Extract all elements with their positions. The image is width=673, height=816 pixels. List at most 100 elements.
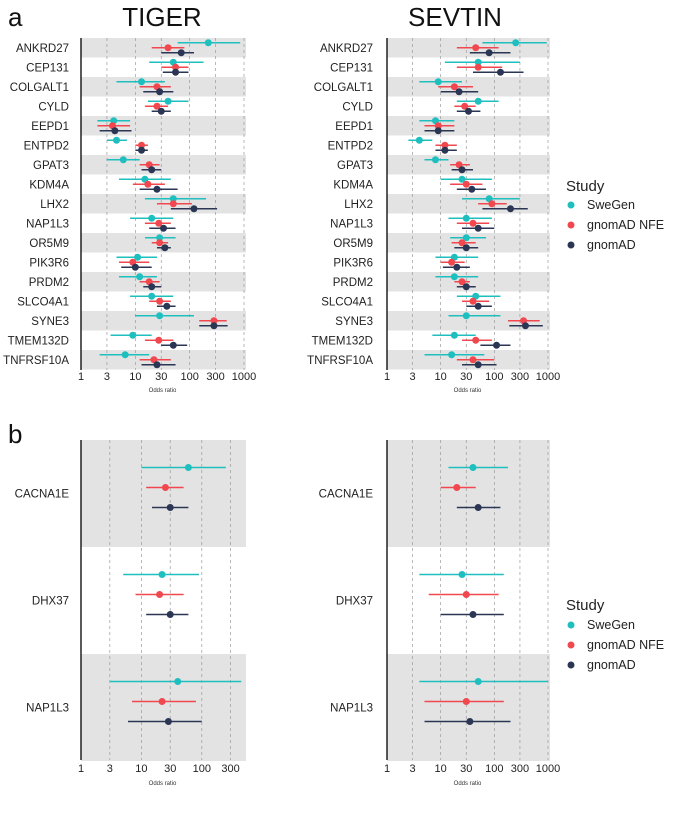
- point-gnomad-cyld: [157, 107, 165, 115]
- row-stripe-nap1l3: [81, 654, 246, 761]
- x-tick-label-30: 30: [460, 763, 472, 775]
- category-label-gpat3: GPAT3: [33, 160, 69, 172]
- legend-swatch-gnomad-nfe: [567, 221, 575, 229]
- forest-panel-2: 1 3 10 30 100 300 1000 Odds ratio SEVTIN ANKRD27 C…: [307, 2, 560, 394]
- panel-title-tiger: TIGER: [122, 2, 201, 32]
- point-gnomad-nfe-slco4a1: [469, 297, 477, 305]
- point-swegen-slco4a1: [148, 292, 156, 300]
- point-gnomad-prdm2: [462, 283, 470, 291]
- category-label-cep131: CEP131: [26, 62, 69, 74]
- point-gnomad-nfe-entpd2: [441, 141, 449, 149]
- point-gnomad-nfe-entpd2: [138, 141, 146, 149]
- category-label-dhx37: DHX37: [32, 596, 69, 608]
- point-gnomad-tnfrsf10a: [153, 361, 161, 369]
- category-label-ankrd27: ANKRD27: [16, 43, 69, 55]
- row-stripe-lhx2: [387, 194, 550, 214]
- point-swegen-nap1l3: [462, 214, 470, 222]
- forest-panel-1: 1 3 10 30 100 300 1000 Odds ratio TIGER a ANKRD27 C…: [3, 2, 256, 394]
- point-gnomad-nfe-cacna1e: [161, 484, 169, 491]
- category-label-tnfrsf10a: TNFRSF10A: [307, 355, 373, 367]
- point-gnomad-nfe-dhx37: [462, 591, 470, 598]
- point-gnomad-nfe-eepd1: [434, 122, 442, 130]
- x-axis-label: Odds ratio: [149, 781, 177, 787]
- point-gnomad-cacna1e: [166, 504, 174, 511]
- legend-swatch-swegen: [567, 621, 575, 629]
- legend-swatch-gnomad-nfe: [567, 641, 575, 649]
- category-label-syne3: SYNE3: [31, 316, 69, 328]
- point-gnomad-dhx37: [469, 611, 477, 618]
- point-gnomad-gpat3: [458, 166, 466, 174]
- row-stripe-syne3: [387, 311, 550, 331]
- legend-top: Study SweGen gnomAD NFE gnomAD: [566, 178, 664, 252]
- point-swegen-ankrd27: [512, 39, 520, 47]
- point-swegen-or5m9: [156, 234, 164, 242]
- category-label-cacna1e: CACNA1E: [15, 489, 70, 501]
- point-gnomad-slco4a1: [163, 302, 171, 310]
- x-tick-label-300: 300: [221, 763, 239, 775]
- legend-entry-swegen: SweGen: [587, 198, 635, 212]
- category-label-dhx37: DHX37: [336, 596, 373, 608]
- point-gnomad-nfe-nap1l3: [469, 219, 477, 227]
- category-label-nap1l3: NAP1L3: [26, 218, 69, 230]
- point-gnomad-nfe-cep131: [474, 63, 482, 71]
- point-swegen-syne3: [156, 312, 164, 320]
- point-swegen-nap1l3: [474, 678, 482, 685]
- forest-panel-3: 1 3 10 30 100 300 Odds ratio b CACNA1E DHX37 NAP1L…: [8, 419, 246, 787]
- category-label-or5m9: OR5M9: [29, 238, 69, 250]
- point-swegen-entpd2: [415, 136, 423, 144]
- point-gnomad-dhx37: [166, 611, 174, 618]
- legend-swatch-gnomad: [567, 661, 575, 669]
- point-swegen-prdm2: [450, 273, 458, 281]
- point-swegen-nap1l3: [174, 678, 182, 685]
- point-swegen-tnfrsf10a: [121, 351, 129, 359]
- x-tick-label-3: 3: [410, 371, 416, 383]
- point-gnomad-nfe-colgalt1: [450, 83, 458, 91]
- x-tick-label-300: 300: [511, 763, 529, 775]
- point-gnomad-nfe-ankrd27: [164, 44, 172, 52]
- point-gnomad-colgalt1: [156, 88, 164, 96]
- point-swegen-tmem132d: [129, 331, 137, 339]
- point-gnomad-nfe-slco4a1: [156, 297, 164, 305]
- legend-swatch-swegen: [567, 201, 575, 209]
- x-tick-label-10: 10: [435, 371, 447, 383]
- point-gnomad-nfe-or5m9: [156, 239, 164, 247]
- row-stripe-cacna1e: [387, 440, 550, 547]
- point-gnomad-cyld: [464, 107, 472, 115]
- category-label-tmem132d: TMEM132D: [312, 335, 373, 347]
- category-label-lhx2: LHX2: [40, 199, 69, 211]
- x-tick-label-30: 30: [155, 371, 167, 383]
- point-gnomad-nfe-nap1l3: [158, 698, 166, 705]
- row-stripe-cacna1e: [81, 440, 246, 547]
- x-tick-label-10: 10: [129, 371, 141, 383]
- x-tick-label-1: 1: [384, 763, 390, 775]
- point-swegen-cacna1e: [469, 464, 477, 471]
- x-tick-label-1: 1: [78, 763, 84, 775]
- category-label-gpat3: GPAT3: [337, 160, 373, 172]
- point-gnomad-ankrd27: [177, 49, 185, 57]
- row-stripe-eepd1: [387, 116, 550, 136]
- point-swegen-prdm2: [136, 273, 144, 281]
- category-label-cep131: CEP131: [330, 62, 373, 74]
- x-tick-label-1000: 1000: [232, 371, 256, 383]
- point-gnomad-nfe-nap1l3: [462, 698, 470, 705]
- point-swegen-dhx37: [458, 571, 466, 578]
- category-label-kdm4a: KDM4A: [29, 179, 69, 191]
- point-gnomad-nfe-kdm4a: [462, 180, 470, 188]
- legend-entry-gnomad-nfe: gnomAD NFE: [587, 638, 664, 652]
- category-label-entpd2: ENTPD2: [24, 140, 69, 152]
- category-label-colgalt1: COLGALT1: [314, 82, 373, 94]
- point-gnomad-nfe-dhx37: [156, 591, 164, 598]
- point-gnomad-nfe-cyld: [461, 102, 469, 110]
- forest-panel-4: 1 3 10 30 100 300 1000 Odds ratio CACNA1E DHX37 NA…: [319, 440, 560, 787]
- row-stripe-gpat3: [81, 155, 246, 175]
- point-swegen-cacna1e: [184, 464, 192, 471]
- point-gnomad-nap1l3: [466, 718, 474, 725]
- point-swegen-lhx2: [169, 195, 177, 203]
- x-tick-label-100: 100: [180, 371, 198, 383]
- x-tick-label-300: 300: [206, 371, 224, 383]
- category-label-tmem132d: TMEM132D: [8, 335, 69, 347]
- point-gnomad-nfe-nap1l3: [155, 219, 163, 227]
- x-tick-label-3: 3: [107, 763, 113, 775]
- point-gnomad-pik3r6: [131, 263, 139, 271]
- x-tick-label-1000: 1000: [536, 371, 560, 383]
